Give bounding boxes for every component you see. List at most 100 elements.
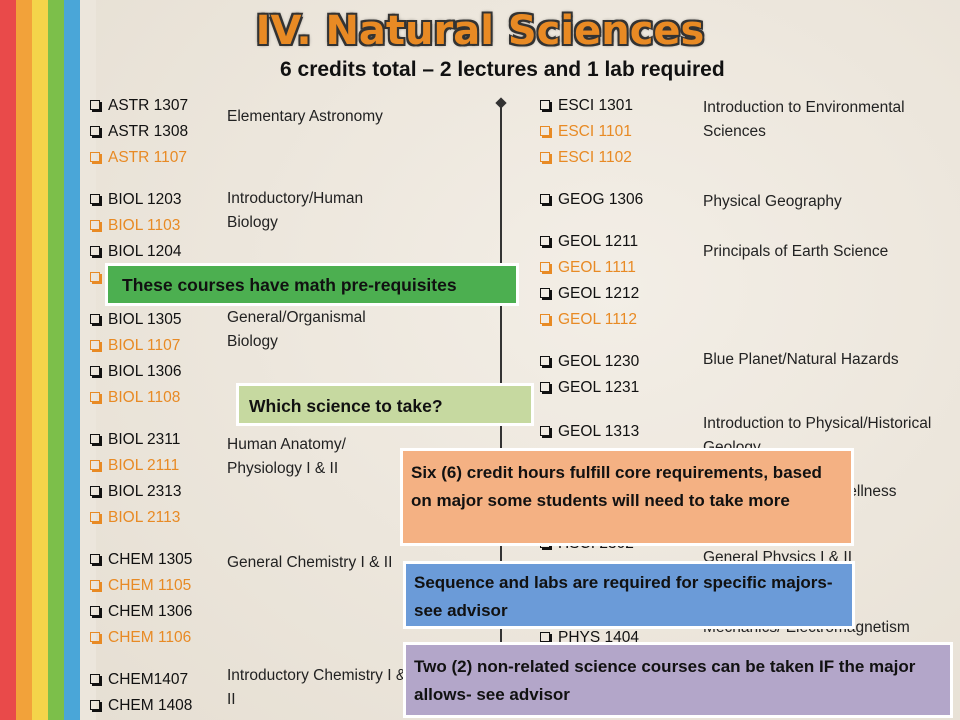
course-code: GEOL 1112 bbox=[558, 311, 637, 328]
left-course-item: BIOL 2313 bbox=[90, 482, 182, 502]
course-code: CHEM 1306 bbox=[108, 603, 193, 620]
right-course-description: Principals of Earth Science bbox=[703, 243, 889, 260]
stripe-blue bbox=[64, 0, 80, 720]
checkbox-bullet-icon bbox=[540, 126, 550, 136]
left-course-description: Human Anatomy/ Physiology I & II bbox=[227, 436, 346, 477]
course-code: ESCI 1101 bbox=[558, 123, 632, 140]
course-code: BIOL 1306 bbox=[108, 363, 182, 380]
checkbox-bullet-icon bbox=[90, 554, 100, 564]
checkbox-bullet-icon bbox=[540, 288, 550, 298]
course-code: BIOL 1204 bbox=[108, 243, 182, 260]
course-code: CHEM 1408 bbox=[108, 697, 193, 714]
right-course-item: ESCI 1301 bbox=[540, 96, 633, 116]
right-course-item: ESCI 1102 bbox=[540, 148, 632, 168]
course-code: BIOL 1108 bbox=[108, 389, 181, 406]
checkbox-bullet-icon bbox=[540, 236, 550, 246]
course-code: PHYS 1404 bbox=[558, 629, 639, 646]
callout-sequence-labs: Sequence and labs are required for speci… bbox=[403, 561, 855, 629]
stripe-yellow bbox=[32, 0, 48, 720]
left-course-item: BIOL 1107 bbox=[90, 336, 180, 356]
right-course-item: GEOL 1212 bbox=[540, 284, 639, 304]
checkbox-bullet-icon bbox=[90, 434, 100, 444]
course-code: ASTR 1307 bbox=[108, 97, 189, 114]
right-course-description: Blue Planet/Natural Hazards bbox=[703, 351, 899, 368]
course-code: BIOL 2113 bbox=[108, 509, 181, 526]
left-course-item: ASTR 1307 bbox=[90, 96, 188, 116]
course-code: BIOL 1107 bbox=[108, 337, 181, 354]
right-course-item: GEOG 1306 bbox=[540, 190, 643, 210]
left-course-item: BIOL 1108 bbox=[90, 388, 180, 408]
stripe-green bbox=[48, 0, 64, 720]
left-course-item: BIOL 1103 bbox=[90, 216, 180, 236]
course-code: BIOL 2313 bbox=[108, 483, 182, 500]
checkbox-bullet-icon bbox=[90, 246, 100, 256]
checkbox-bullet-icon bbox=[90, 674, 100, 684]
checkbox-bullet-icon bbox=[90, 512, 100, 522]
course-code: ASTR 1308 bbox=[108, 123, 189, 140]
course-code: CHEM 1105 bbox=[108, 577, 192, 594]
course-code: ESCI 1301 bbox=[558, 97, 633, 114]
checkbox-bullet-icon bbox=[540, 152, 550, 162]
checkbox-bullet-icon bbox=[540, 314, 550, 324]
course-code: CHEM 1106 bbox=[108, 629, 192, 646]
left-course-description: Elementary Astronomy bbox=[227, 108, 383, 125]
checkbox-bullet-icon bbox=[540, 632, 550, 642]
callout-math-prereq: These courses have math pre-requisites bbox=[105, 263, 519, 306]
left-course-item: BIOL 2311 bbox=[90, 430, 180, 450]
left-course-item: CHEM 1106 bbox=[90, 628, 191, 648]
checkbox-bullet-icon bbox=[90, 366, 100, 376]
course-code: BIOL 1203 bbox=[108, 191, 182, 208]
left-course-item: CHEM 1408 bbox=[90, 696, 192, 716]
callout-which-science: Which science to take? bbox=[236, 383, 534, 426]
course-code: CHEM1407 bbox=[108, 671, 189, 688]
checkbox-bullet-icon bbox=[90, 272, 100, 282]
right-course-item: GEOL 1112 bbox=[540, 310, 637, 330]
right-course-item: GEOL 1230 bbox=[540, 352, 639, 372]
left-course-item: BIOL 1305 bbox=[90, 310, 182, 330]
checkbox-bullet-icon bbox=[90, 100, 100, 110]
course-code: GEOL 1111 bbox=[558, 259, 636, 276]
course-code: GEOL 1211 bbox=[558, 233, 639, 250]
course-code: CHEM 1305 bbox=[108, 551, 193, 568]
right-course-item: GEOL 1111 bbox=[540, 258, 636, 278]
left-course-item: CHEM 1306 bbox=[90, 602, 192, 622]
callout-two-courses: Two (2) non-related science courses can … bbox=[403, 642, 953, 718]
right-course-description: Physical Geography bbox=[703, 193, 842, 210]
course-code: GEOL 1230 bbox=[558, 353, 640, 370]
checkbox-bullet-icon bbox=[90, 314, 100, 324]
checkbox-bullet-icon bbox=[90, 606, 100, 616]
left-course-item: CHEM1407 bbox=[90, 670, 188, 690]
right-course-item: GEOL 1231 bbox=[540, 378, 639, 398]
course-code: BIOL 2311 bbox=[108, 431, 181, 448]
right-course-item: GEOL 1211 bbox=[540, 232, 638, 252]
left-course-item: ASTR 1308 bbox=[90, 122, 188, 142]
right-course-item: ESCI 1101 bbox=[540, 122, 632, 142]
checkbox-bullet-icon bbox=[540, 262, 550, 272]
left-course-description: Introductory/Human Biology bbox=[227, 190, 364, 231]
checkbox-bullet-icon bbox=[90, 340, 100, 350]
checkbox-bullet-icon bbox=[540, 382, 550, 392]
checkbox-bullet-icon bbox=[90, 700, 100, 710]
stripe-orange bbox=[16, 0, 32, 720]
course-code: BIOL 2111 bbox=[108, 457, 180, 474]
left-course-description: Introductory Chemistry I & II bbox=[227, 667, 407, 708]
checkbox-bullet-icon bbox=[540, 100, 550, 110]
left-course-item: ASTR 1107 bbox=[90, 148, 187, 168]
course-code: BIOL 1305 bbox=[108, 311, 182, 328]
right-course-item: PHYS 1404 bbox=[540, 628, 639, 648]
course-code: GEOL 1313 bbox=[558, 423, 640, 440]
left-course-description: General Chemistry I & II bbox=[227, 554, 393, 571]
course-code: BIOL 1103 bbox=[108, 217, 181, 234]
right-course-description: Introduction to Environmental Sciences bbox=[703, 99, 905, 140]
checkbox-bullet-icon bbox=[90, 460, 100, 470]
checkbox-bullet-icon bbox=[90, 486, 100, 496]
callout-six-credits: Six (6) credit hours fulfill core requir… bbox=[400, 448, 854, 546]
checkbox-bullet-icon bbox=[90, 194, 100, 204]
left-course-item: CHEM 1105 bbox=[90, 576, 191, 596]
checkbox-bullet-icon bbox=[90, 632, 100, 642]
left-course-item: BIOL 1306 bbox=[90, 362, 182, 382]
checkbox-bullet-icon bbox=[540, 426, 550, 436]
left-course-item: BIOL 2113 bbox=[90, 508, 180, 528]
course-code: GEOL 1231 bbox=[558, 379, 640, 396]
stripe-red bbox=[0, 0, 16, 720]
